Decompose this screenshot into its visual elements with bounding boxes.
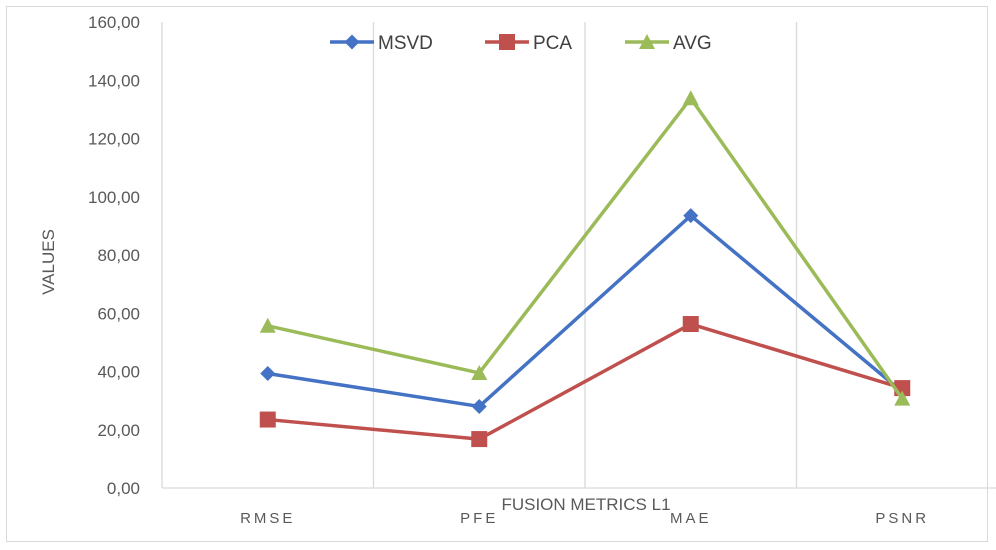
pca-point (682, 316, 699, 333)
msvd-point (683, 208, 699, 224)
msvd-point (471, 398, 487, 414)
y-tick-label: 20,00 (97, 421, 140, 440)
x-tick-label: PFE (460, 510, 498, 527)
gridlines (372, 22, 798, 488)
avg-point (471, 364, 488, 380)
axes (161, 22, 996, 489)
legend-item-avg: AVG (625, 33, 712, 54)
y-tick-label: 60,00 (97, 304, 140, 323)
legend-label: PCA (533, 33, 572, 54)
avg-point (894, 390, 911, 406)
legend-marker (499, 34, 515, 50)
x-tick-label: PSNR (875, 510, 929, 527)
y-tick-label: 160,00 (88, 13, 140, 32)
series-pca (259, 316, 911, 448)
y-tick-label: 40,00 (97, 363, 140, 382)
y-tick-label: 120,00 (88, 130, 140, 149)
chart-area (6, 6, 988, 542)
y-tick-label: 140,00 (88, 71, 140, 90)
legend-label: MSVD (378, 33, 433, 54)
x-tick-label: RMSE (240, 510, 295, 527)
x-axis-title: FUSION METRICS L1 (501, 495, 670, 514)
legend-item-pca: PCA (485, 33, 572, 54)
pca-point (471, 431, 488, 448)
avg-point (682, 90, 699, 106)
msvd-point (260, 366, 276, 382)
legend-marker (639, 34, 655, 49)
y-tick-label: 0,00 (107, 479, 140, 498)
y-axis-tick-labels: 0,00 20,00 40,00 60,00 80,00 100,00 120,00 140,… (88, 13, 140, 498)
series (259, 90, 911, 448)
legend: MSVD PCA AVG (330, 33, 712, 54)
x-axis-tick-labels: RMSE PFE MAE PSNR (240, 510, 929, 527)
avg-line (267, 96, 904, 400)
msvd-line (267, 213, 904, 409)
y-axis-title: VALUES (39, 229, 58, 295)
legend-marker (344, 34, 360, 50)
y-tick-label: 100,00 (88, 188, 140, 207)
legend-item-msvd: MSVD (330, 33, 433, 54)
pca-line (267, 322, 903, 441)
y-tick-label: 80,00 (97, 246, 140, 265)
pca-point (259, 411, 276, 428)
x-tick-label: MAE (670, 510, 712, 527)
avg-point (259, 317, 276, 333)
series-avg (259, 90, 911, 406)
legend-label: AVG (673, 33, 712, 54)
